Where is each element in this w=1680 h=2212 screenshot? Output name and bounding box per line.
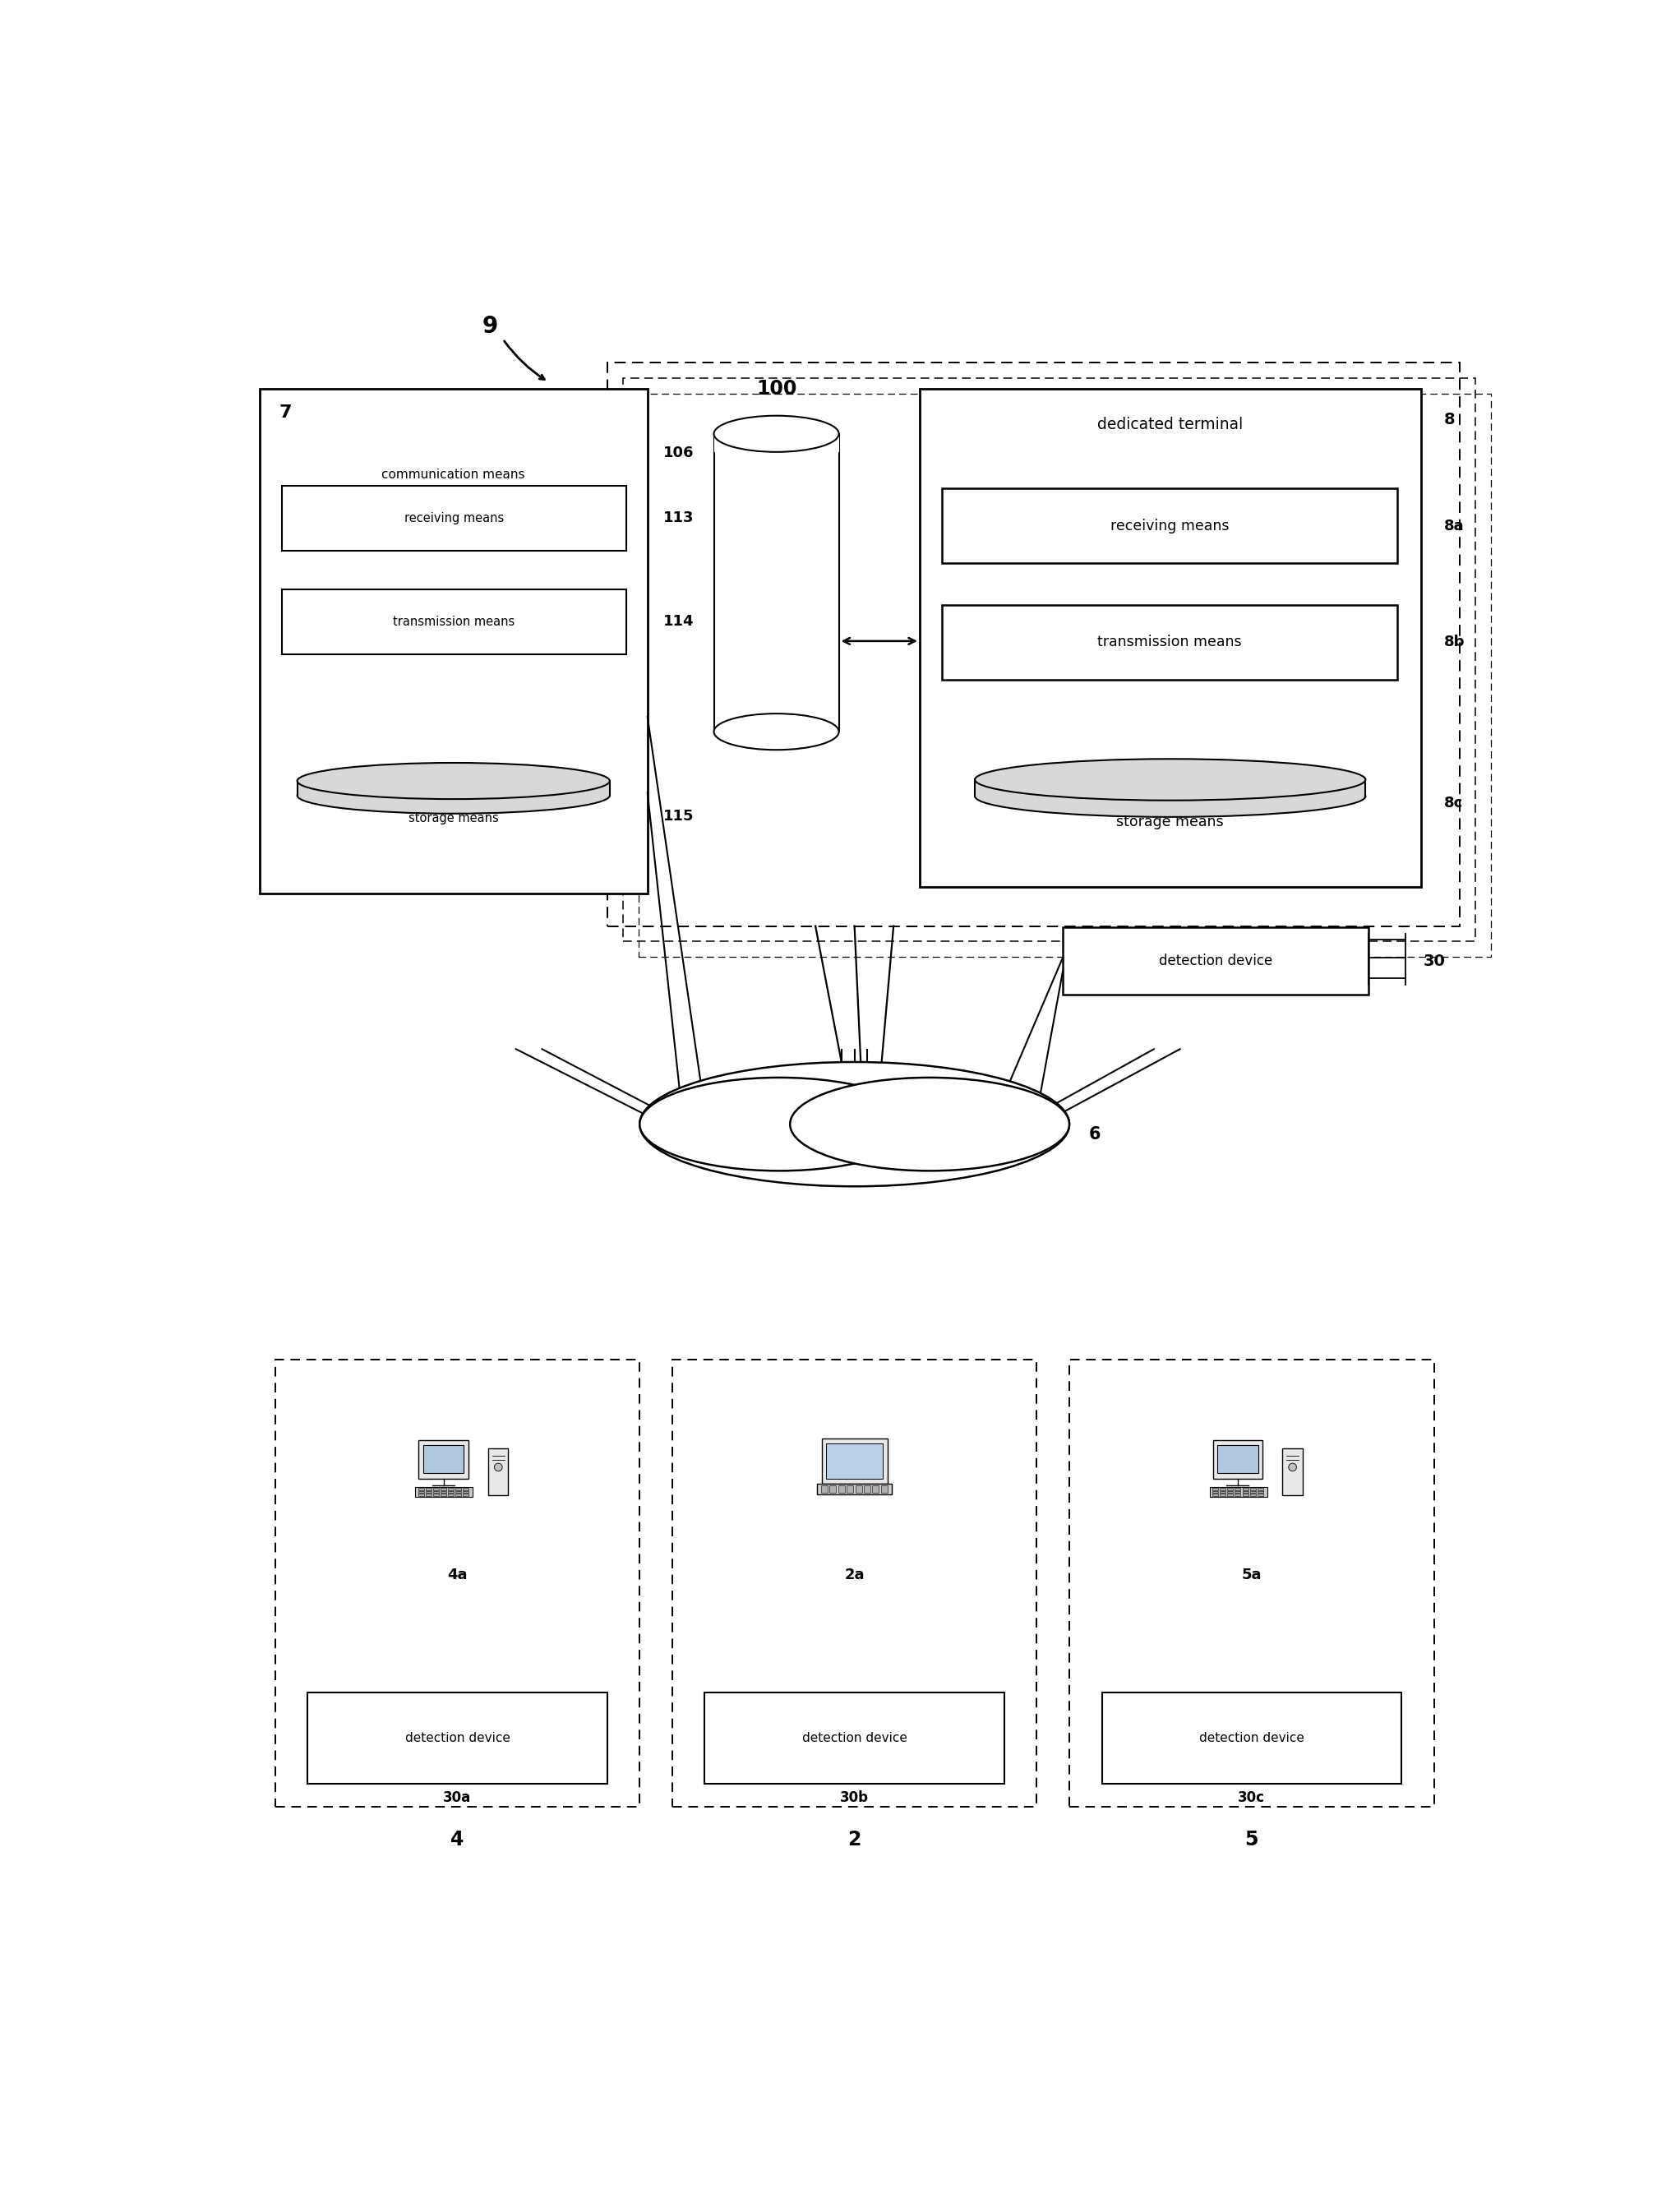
Bar (880, 1486, 887, 1493)
Ellipse shape (297, 763, 610, 799)
Bar (822, 1438, 887, 1484)
Text: detection device: detection device (1200, 1732, 1304, 1745)
Text: 8: 8 (1445, 411, 1455, 427)
Text: 30b: 30b (840, 1790, 869, 1805)
Bar (418, 1440, 469, 1478)
Bar (830, 1486, 837, 1493)
Bar (672, 1360, 1037, 1807)
Bar (847, 1486, 853, 1493)
Text: 4a: 4a (447, 1566, 467, 1582)
Text: transmission means: transmission means (1097, 635, 1242, 650)
Bar (1213, 1440, 1263, 1478)
Bar (706, 1692, 1005, 1783)
Bar (1282, 1449, 1302, 1495)
Text: receiving means: receiving means (1110, 518, 1230, 533)
Text: 30: 30 (1423, 953, 1445, 969)
Text: 5: 5 (1245, 1829, 1258, 1849)
Bar (872, 1486, 879, 1493)
Text: storage means: storage means (408, 812, 499, 825)
Text: 9: 9 (482, 314, 497, 338)
Bar (714, 416, 838, 451)
Bar (259, 389, 647, 894)
Ellipse shape (974, 759, 1366, 801)
Text: 8b: 8b (1445, 635, 1465, 650)
Bar (919, 389, 1421, 887)
Text: 2a: 2a (845, 1566, 865, 1582)
Text: 8c: 8c (1445, 796, 1463, 810)
Ellipse shape (714, 416, 838, 451)
Text: 2: 2 (848, 1829, 862, 1849)
Ellipse shape (297, 776, 610, 814)
Text: 100: 100 (756, 378, 796, 398)
Bar (307, 1692, 606, 1783)
Text: 6: 6 (1089, 1126, 1100, 1144)
Ellipse shape (640, 1077, 919, 1170)
Text: detection device: detection device (1159, 953, 1273, 969)
Text: receiving means: receiving means (405, 511, 504, 524)
Text: 114: 114 (664, 615, 694, 628)
Text: transmission means: transmission means (393, 615, 516, 628)
Bar (297, 781, 610, 796)
Text: communication means: communication means (381, 469, 526, 482)
Bar (423, 1444, 464, 1473)
Bar (818, 1484, 892, 1495)
Ellipse shape (974, 776, 1366, 816)
Bar (1063, 927, 1369, 995)
Bar (415, 1486, 472, 1498)
Bar (606, 363, 1460, 927)
Text: 30a: 30a (444, 1790, 472, 1805)
Ellipse shape (494, 1464, 502, 1471)
Text: 106: 106 (664, 447, 694, 460)
Text: dedicated terminal: dedicated terminal (1097, 418, 1243, 434)
Text: 8a: 8a (1445, 518, 1465, 533)
Bar (855, 1486, 862, 1493)
Bar (864, 1486, 870, 1493)
Text: 113: 113 (664, 511, 694, 526)
Bar (638, 394, 1492, 958)
Bar (1068, 1360, 1435, 1807)
Ellipse shape (1289, 1464, 1297, 1471)
Ellipse shape (640, 1062, 1070, 1186)
Bar (942, 604, 1398, 679)
Bar (974, 779, 1366, 796)
Bar (1218, 1444, 1258, 1473)
Bar (942, 489, 1398, 564)
Text: 30c: 30c (1238, 1790, 1265, 1805)
Text: detection device: detection device (405, 1732, 511, 1745)
Bar (282, 588, 627, 655)
Bar (827, 1444, 882, 1480)
Text: detection device: detection device (801, 1732, 907, 1745)
Bar (822, 1486, 828, 1493)
Text: 5a: 5a (1242, 1566, 1262, 1582)
Text: 7: 7 (279, 405, 292, 420)
Text: storage means: storage means (1117, 814, 1225, 830)
Bar (282, 487, 627, 551)
Bar (1102, 1692, 1401, 1783)
Bar (1210, 1486, 1267, 1498)
Bar (489, 1449, 509, 1495)
Bar (623, 378, 1475, 942)
Text: 115: 115 (664, 810, 694, 823)
Bar (714, 434, 838, 732)
Text: 4: 4 (450, 1829, 464, 1849)
Bar (276, 1360, 640, 1807)
Ellipse shape (790, 1077, 1070, 1170)
Bar (838, 1486, 845, 1493)
Ellipse shape (714, 714, 838, 750)
